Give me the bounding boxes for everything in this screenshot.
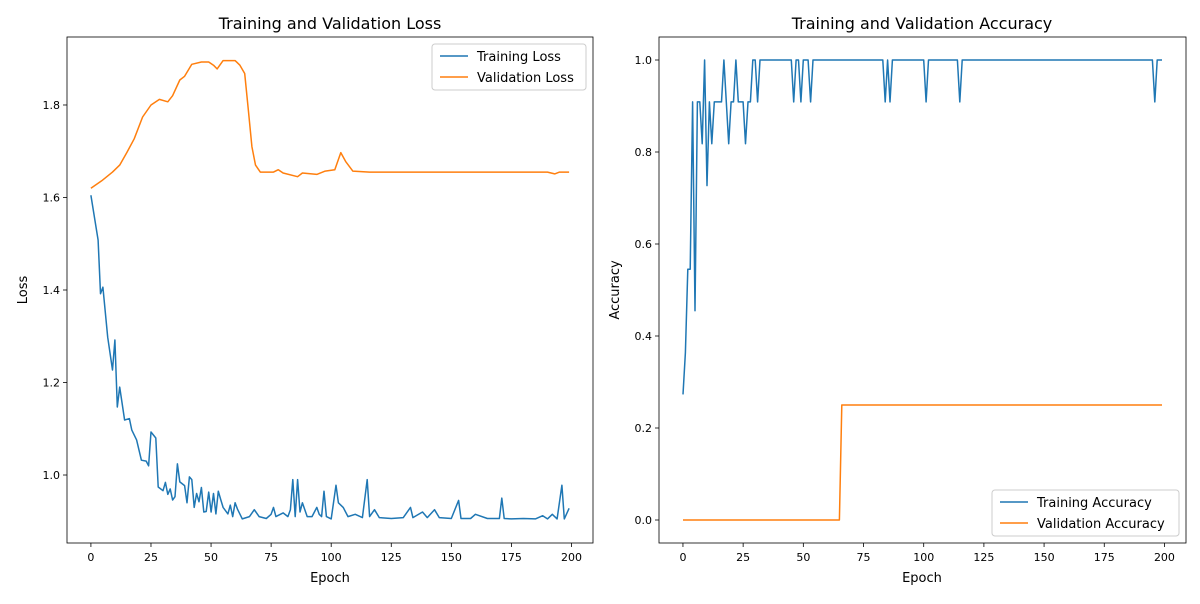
accuracy-chart-xtick-label: 0 bbox=[679, 551, 686, 564]
loss-chart-ylabel: Loss bbox=[16, 276, 31, 305]
accuracy-chart-ytick-label: 0.2 bbox=[635, 422, 653, 435]
accuracy-chart-series-training-accuracy bbox=[682, 59, 1162, 395]
loss-chart-xlabel: Epoch bbox=[310, 571, 350, 586]
accuracy-chart-xtick-label: 125 bbox=[973, 551, 994, 564]
loss-chart-xtick-label: 125 bbox=[381, 551, 402, 564]
accuracy-chart-title: Training and Validation Accuracy bbox=[791, 14, 1053, 33]
accuracy-chart-ytick-label: 1.0 bbox=[635, 54, 653, 67]
loss-chart-legend-label: Training Loss bbox=[476, 50, 561, 65]
accuracy-chart-xtick-label: 175 bbox=[1094, 551, 1115, 564]
loss-chart-legend: Training Loss Validation Loss bbox=[431, 43, 587, 91]
loss-chart: Training and Validation Loss Epoch Loss … bbox=[16, 14, 594, 586]
loss-chart-ytick-label: 1.8 bbox=[43, 99, 61, 112]
loss-chart-ytick-label: 1.2 bbox=[43, 377, 61, 390]
accuracy-chart-xtick-label: 150 bbox=[1034, 551, 1055, 564]
accuracy-chart-legend-label: Validation Accuracy bbox=[1037, 517, 1165, 532]
loss-chart-ytick-label: 1.0 bbox=[43, 469, 61, 482]
loss-chart-title: Training and Validation Loss bbox=[218, 14, 442, 33]
accuracy-chart-ytick-label: 0.6 bbox=[635, 238, 653, 251]
loss-chart-xtick-label: 175 bbox=[501, 551, 522, 564]
loss-chart-xtick-label: 150 bbox=[441, 551, 462, 564]
loss-chart-xtick-label: 50 bbox=[204, 551, 218, 564]
accuracy-chart-ylabel: Accuracy bbox=[608, 260, 623, 320]
loss-chart-xtick-label: 25 bbox=[144, 551, 158, 564]
loss-chart-xtick-label: 200 bbox=[561, 551, 582, 564]
loss-chart-xtick-label: 75 bbox=[264, 551, 278, 564]
accuracy-chart-xtick-label: 25 bbox=[736, 551, 750, 564]
accuracy-chart-xtick-label: 75 bbox=[857, 551, 871, 564]
accuracy-chart-axes-frame bbox=[658, 36, 1187, 544]
accuracy-chart-xlabel: Epoch bbox=[902, 571, 942, 586]
loss-chart-ytick-label: 1.4 bbox=[43, 284, 61, 297]
accuracy-chart-ytick-label: 0.4 bbox=[635, 330, 653, 343]
accuracy-chart-legend-label: Training Accuracy bbox=[1036, 496, 1152, 511]
accuracy-chart-ytick-label: 0.8 bbox=[635, 146, 653, 159]
accuracy-chart-legend: Training Accuracy Validation Accuracy bbox=[991, 489, 1180, 537]
accuracy-chart-ytick-label: 0.0 bbox=[635, 514, 653, 527]
accuracy-chart: Training and Validation Accuracy Epoch A… bbox=[608, 14, 1187, 586]
loss-chart-ytick-label: 1.6 bbox=[43, 191, 61, 204]
accuracy-chart-xtick-label: 200 bbox=[1154, 551, 1175, 564]
loss-chart-legend-label: Validation Loss bbox=[477, 71, 574, 86]
loss-chart-xtick-label: 100 bbox=[321, 551, 342, 564]
loss-chart-series-validation-loss bbox=[90, 59, 570, 189]
accuracy-chart-series-validation-accuracy bbox=[683, 404, 1162, 521]
loss-chart-xtick-label: 0 bbox=[87, 551, 94, 564]
accuracy-chart-xtick-label: 100 bbox=[913, 551, 934, 564]
loss-chart-series-training-loss bbox=[90, 195, 570, 520]
accuracy-chart-xtick-label: 50 bbox=[796, 551, 810, 564]
